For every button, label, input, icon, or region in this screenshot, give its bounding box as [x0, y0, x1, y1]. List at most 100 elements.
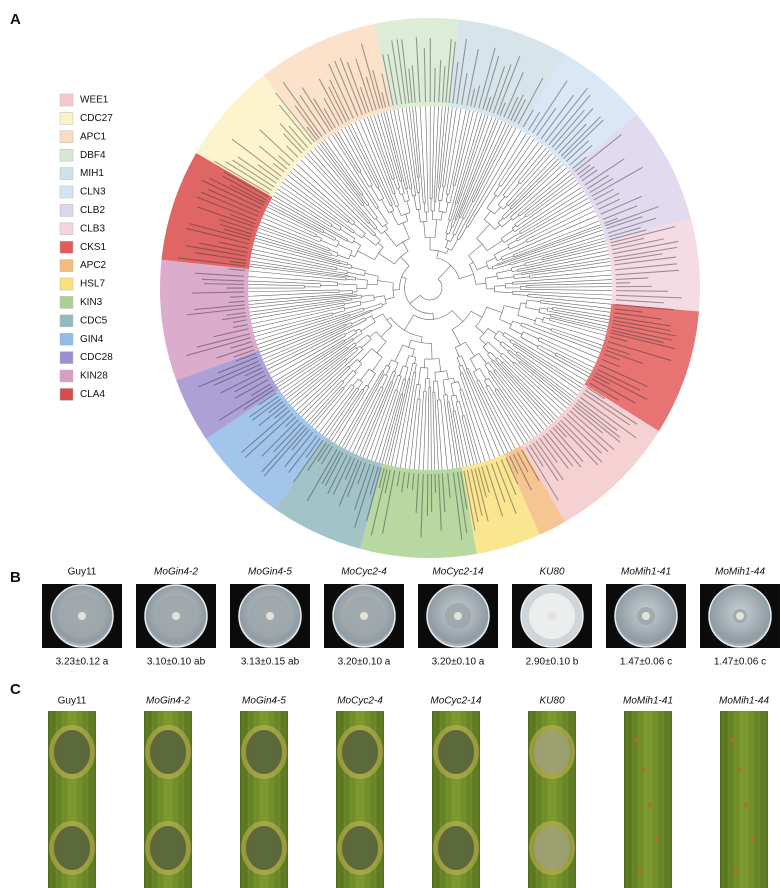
branch	[412, 349, 414, 356]
branch	[498, 196, 505, 204]
branch	[426, 391, 427, 405]
branch	[371, 186, 380, 201]
branch	[378, 187, 384, 198]
branch	[545, 283, 612, 285]
branch	[498, 358, 503, 363]
branch	[420, 279, 442, 300]
branch	[550, 320, 555, 321]
legend-label: DBF4	[80, 150, 106, 161]
taxon-label	[204, 284, 244, 285]
branch	[355, 122, 386, 191]
branch	[522, 168, 567, 207]
branch	[451, 239, 457, 250]
branch	[341, 349, 348, 354]
branch	[395, 363, 399, 372]
branch	[468, 368, 473, 378]
leaf-spot	[634, 737, 638, 743]
branch	[323, 253, 330, 255]
branch	[449, 227, 452, 235]
legend-label: APC2	[80, 260, 107, 271]
branch	[316, 236, 322, 239]
branch	[521, 303, 527, 304]
lesion	[342, 730, 378, 774]
branch	[324, 281, 337, 282]
legend-label: CLN3	[80, 187, 106, 198]
branch	[365, 273, 379, 276]
branch	[523, 238, 605, 262]
legend-label: CDC27	[80, 113, 113, 124]
branch	[433, 410, 435, 470]
branch	[337, 274, 348, 276]
branch	[385, 297, 394, 299]
branch	[248, 281, 308, 283]
plate-label: MoGin4-5	[248, 567, 292, 578]
branch	[347, 225, 355, 231]
branch	[367, 387, 369, 390]
branch	[348, 125, 377, 182]
branch	[462, 416, 463, 420]
branch	[267, 323, 359, 369]
lesion	[54, 730, 90, 774]
branch	[537, 348, 551, 356]
branch	[428, 402, 429, 470]
plate-label: MoCyc2-4	[341, 567, 387, 578]
branch	[351, 124, 387, 200]
figure: A B C WEE1CDC27APC1DBF4MIH1CLN3CLB2CLB3C…	[0, 0, 781, 888]
branch	[462, 365, 465, 372]
branch	[526, 237, 531, 240]
branch	[441, 400, 442, 414]
branch	[494, 292, 512, 293]
branch	[414, 184, 416, 195]
legend-label: CDC28	[80, 352, 113, 363]
branch	[476, 327, 484, 334]
branch	[354, 224, 366, 234]
branch	[403, 180, 405, 189]
branch	[364, 236, 376, 246]
branch	[446, 184, 448, 193]
branch	[487, 355, 492, 361]
branch	[335, 239, 339, 241]
branch	[367, 284, 377, 285]
branch	[419, 410, 423, 469]
lesion	[438, 826, 474, 870]
branch	[502, 219, 512, 227]
branch	[442, 187, 444, 201]
branch	[415, 357, 416, 363]
branch	[466, 222, 468, 226]
branch	[361, 322, 376, 331]
branch	[355, 308, 363, 310]
branch	[520, 228, 525, 231]
lesion	[342, 826, 378, 870]
branch	[473, 372, 477, 380]
branch	[531, 180, 576, 213]
legend-label: MIH1	[80, 168, 104, 179]
branch	[397, 206, 401, 216]
branch	[493, 264, 510, 269]
branch	[494, 185, 500, 194]
branch	[337, 269, 348, 271]
branch	[433, 313, 434, 319]
branch	[493, 360, 496, 363]
branch	[255, 317, 324, 336]
branch	[361, 300, 375, 303]
branch	[248, 284, 295, 285]
plate-measurement: 1.47±0.06 c	[714, 657, 766, 668]
branch	[539, 177, 574, 204]
branch	[409, 363, 413, 379]
branch	[394, 194, 398, 206]
branch	[461, 200, 468, 217]
branch	[513, 345, 517, 348]
lesion	[534, 826, 570, 870]
branch	[424, 222, 426, 238]
branch	[331, 267, 336, 268]
branch	[402, 379, 404, 384]
branch	[337, 381, 342, 386]
branch	[393, 375, 398, 390]
branch	[489, 378, 496, 389]
legend-swatch	[60, 296, 73, 308]
branch	[529, 274, 540, 275]
legend-label: CKS1	[80, 242, 107, 253]
branch	[521, 272, 527, 273]
legend-label: WEE1	[80, 95, 109, 106]
branch	[328, 342, 345, 352]
